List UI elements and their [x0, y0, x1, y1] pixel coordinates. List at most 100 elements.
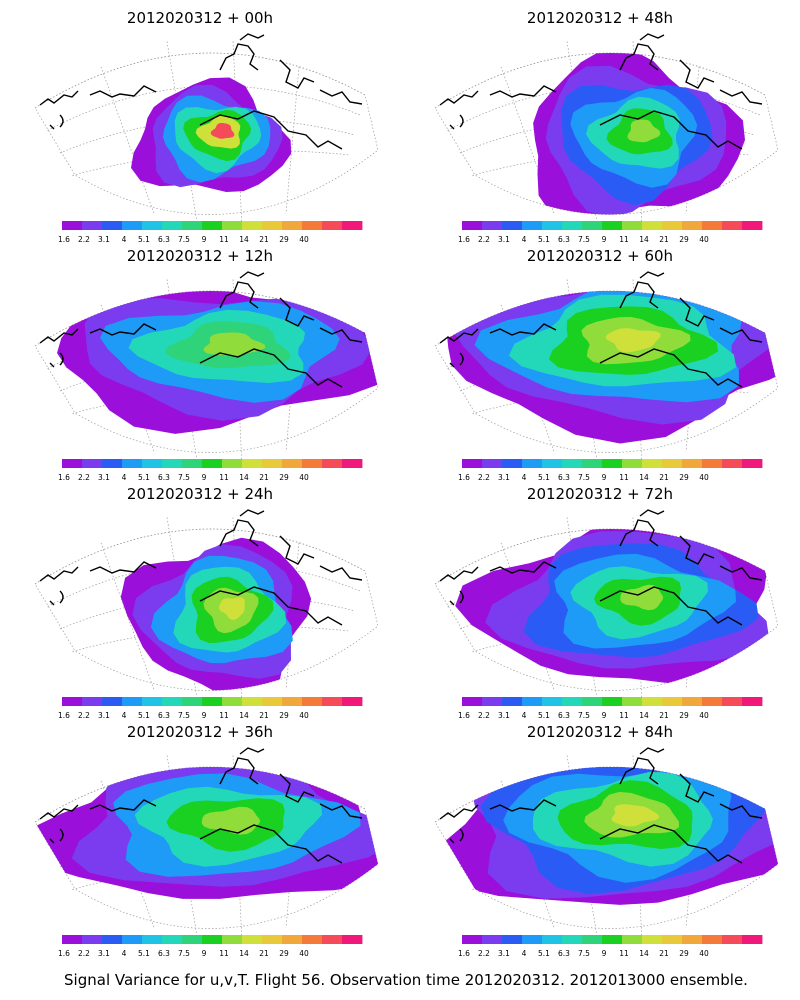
panel-title: 2012020312 + 60h	[527, 247, 673, 265]
colorbar: 1.6 2.2 3.1 4 5.1 6.3 7.5 9 11 14 21 29 40	[58, 459, 363, 482]
variance-field	[435, 767, 778, 905]
colorbar-swatch	[562, 935, 583, 944]
colorbar-swatch	[542, 697, 563, 706]
colorbar-swatch	[122, 459, 143, 468]
colorbar-swatch	[562, 221, 583, 230]
colorbar-swatch	[702, 459, 723, 468]
colorbar-label: 7.5	[578, 711, 590, 720]
colorbar-swatch	[322, 459, 343, 468]
colorbar: 1.6 2.2 3.1 4 5.1 6.3 7.5 9 11 14 21 29 40	[58, 221, 363, 244]
colorbar-label: 3.1	[498, 235, 510, 244]
colorbar-label: 1.6	[58, 473, 70, 482]
colorbar-swatch	[502, 697, 523, 706]
colorbar-label: 11	[219, 235, 229, 244]
colorbar-swatch	[162, 935, 183, 944]
colorbar-swatch	[562, 697, 583, 706]
colorbar-label: 11	[619, 949, 629, 958]
colorbar-label: 2.2	[78, 711, 90, 720]
colorbar-label: 6.3	[558, 473, 570, 482]
colorbar-label: 2.2	[78, 473, 90, 482]
colorbar-swatch	[142, 935, 163, 944]
colorbar-swatch	[662, 935, 683, 944]
colorbar-swatch	[62, 697, 83, 706]
colorbar-swatch	[202, 459, 223, 468]
colorbar-swatch	[682, 935, 703, 944]
colorbar-swatch	[102, 221, 123, 230]
colorbar-swatch	[322, 221, 343, 230]
colorbar-swatch	[682, 221, 703, 230]
colorbar-swatch	[502, 459, 523, 468]
colorbar-label: 40	[699, 473, 709, 482]
colorbar-label: 29	[679, 949, 689, 958]
colorbar-label: 1.6	[58, 235, 70, 244]
colorbar-swatch	[62, 459, 83, 468]
variance-field	[444, 291, 778, 444]
variance-field	[533, 53, 745, 215]
colorbar-swatch	[262, 459, 283, 468]
colorbar-label: 21	[659, 235, 669, 244]
colorbar-label: 4	[122, 711, 127, 720]
colorbar-label: 40	[699, 949, 709, 958]
colorbar-label: 5.1	[138, 235, 150, 244]
colorbar-label: 7.5	[178, 235, 190, 244]
colorbar-label: 21	[259, 949, 269, 958]
colorbar-label: 29	[679, 711, 689, 720]
colorbar: 1.6 2.2 3.1 4 5.1 6.3 7.5 9 11 14 21 29 40	[458, 459, 763, 482]
colorbar-swatch	[102, 459, 123, 468]
colorbar-label: 4	[122, 473, 127, 482]
colorbar-swatch	[582, 221, 603, 230]
colorbar-swatch	[482, 935, 503, 944]
colorbar-label: 40	[299, 949, 309, 958]
coastline	[39, 271, 363, 388]
colorbar-label: 6.3	[158, 473, 170, 482]
colorbar-label: 2.2	[478, 949, 490, 958]
map-panel: 2012020312 + 72h 1.6 2.2 3.1 4 5.1 6.3 7.5 9 11 14…	[434, 485, 779, 720]
colorbar-label: 14	[639, 235, 649, 244]
colorbar-swatch	[262, 697, 283, 706]
colorbar: 1.6 2.2 3.1 4 5.1 6.3 7.5 9 11 14 21 29 40	[58, 697, 363, 720]
colorbar-swatch	[502, 935, 523, 944]
map-panel: 2012020312 + 60h 1.6 2.2 3.1 4 5.1 6.3 7.5 9 11 14…	[434, 247, 779, 482]
colorbar-label: 21	[259, 473, 269, 482]
colorbar-swatch	[642, 697, 663, 706]
colorbar-label: 21	[659, 711, 669, 720]
colorbar-label: 1.6	[58, 949, 70, 958]
colorbar-label: 9	[602, 235, 607, 244]
colorbar-label: 40	[699, 235, 709, 244]
colorbar-swatch	[142, 697, 163, 706]
panel-title: 2012020312 + 84h	[527, 723, 673, 741]
colorbar-swatch	[522, 459, 543, 468]
colorbar-swatch	[262, 221, 283, 230]
colorbar-swatch	[542, 935, 563, 944]
colorbar-swatch	[742, 221, 763, 230]
colorbar-label: 11	[219, 949, 229, 958]
colorbar-label: 7.5	[578, 473, 590, 482]
colorbar-swatch	[302, 935, 323, 944]
colorbar-swatch	[242, 935, 263, 944]
colorbar-swatch	[522, 935, 543, 944]
colorbar-swatch	[242, 221, 263, 230]
colorbar-label: 21	[259, 711, 269, 720]
colorbar-swatch	[602, 935, 623, 944]
colorbar-swatch	[642, 459, 663, 468]
colorbar-swatch	[62, 221, 83, 230]
colorbar-swatch	[722, 935, 743, 944]
colorbar-label: 9	[602, 949, 607, 958]
colorbar-swatch	[482, 697, 503, 706]
colorbar-label: 7.5	[178, 949, 190, 958]
colorbar-swatch	[602, 221, 623, 230]
colorbar-label: 1.6	[458, 949, 470, 958]
colorbar-swatch	[222, 221, 243, 230]
map-panel: 2012020312 + 12h 1.6 2.2 3.1 4 5.1 6.3 7.5 9 11 14…	[34, 247, 379, 482]
colorbar-swatch	[482, 459, 503, 468]
colorbar-label: 40	[299, 473, 309, 482]
colorbar-label: 29	[279, 949, 289, 958]
colorbar-label: 4	[122, 235, 127, 244]
colorbar-swatch	[722, 697, 743, 706]
colorbar-label: 5.1	[138, 711, 150, 720]
variance-field	[131, 77, 292, 192]
colorbar-label: 3.1	[98, 473, 110, 482]
colorbar-swatch	[142, 221, 163, 230]
colorbar-swatch	[182, 459, 203, 468]
